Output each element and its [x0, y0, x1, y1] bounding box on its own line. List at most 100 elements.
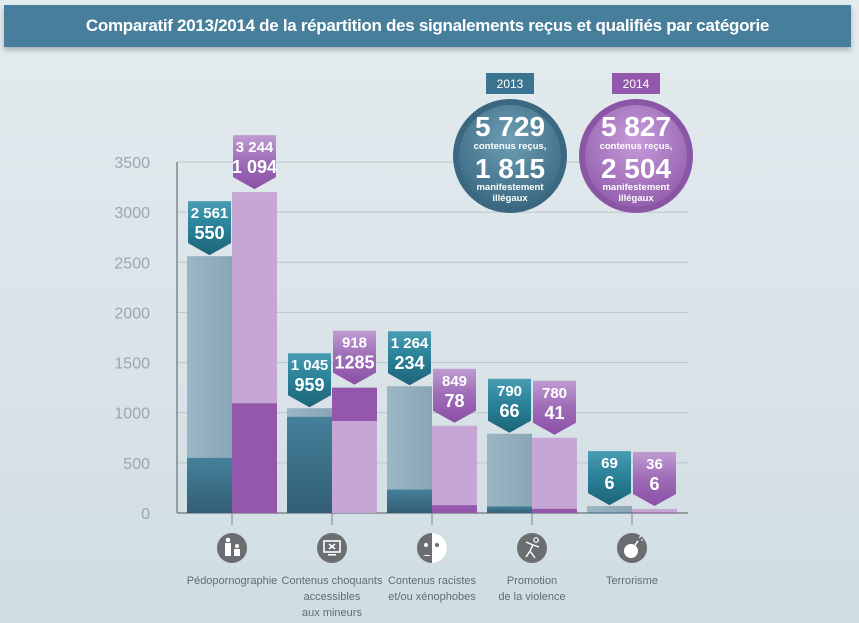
category-label: de la violence: [498, 591, 565, 603]
category-label: Contenus choquants: [282, 575, 383, 587]
mask-mouth: [423, 554, 431, 556]
legend-received-label: contenus reçus,: [474, 141, 547, 152]
badge-2014: [333, 330, 376, 385]
legend-illegal-count: 1 815: [475, 153, 545, 184]
bar-2013-received: [587, 506, 632, 513]
badge-illegal-value: 41: [544, 403, 564, 423]
y-tick-label: 2500: [114, 255, 150, 272]
bars: [187, 192, 677, 514]
badge-received-value: 780: [542, 385, 567, 402]
y-tick-label: 3000: [114, 205, 150, 222]
bar-2013-illegal: [487, 506, 532, 513]
parent-head: [225, 537, 231, 543]
legend-illegal-label: illégaux: [492, 193, 528, 204]
y-tick-label: 500: [123, 456, 150, 473]
legend-received-count: 5 827: [601, 111, 671, 142]
badge-illegal-value: 550: [194, 223, 224, 243]
badge-received-value: 790: [497, 383, 522, 400]
chart-title: Comparatif 2013/2014 de la répartition d…: [4, 5, 851, 47]
legend-circle: [585, 105, 687, 207]
bar-2013-illegal: [287, 416, 332, 513]
figure-body: [525, 541, 540, 559]
badge-2014: [433, 368, 476, 423]
x-stroke: [328, 543, 336, 550]
bar-2014-received: [432, 425, 477, 513]
bar-2014-illegal: [532, 508, 577, 513]
badge-illegal-value: 78: [444, 391, 464, 411]
badge-illegal-value: 1 094: [232, 157, 277, 177]
badge-2013: [388, 331, 431, 386]
screen-x-icon: [317, 533, 347, 563]
mask-eye: [424, 543, 428, 547]
bar-2014-illegal: [432, 505, 477, 513]
parent-child-icon: [217, 533, 247, 563]
category-label: Contenus racistes: [388, 575, 477, 587]
child-body: [234, 549, 240, 556]
bar-2014-illegal: [632, 512, 677, 513]
legend-year-label: 2013: [497, 77, 524, 91]
mask-half: [432, 533, 447, 563]
child-head: [235, 544, 239, 548]
mask-eye: [435, 543, 439, 547]
bar-2013-illegal: [587, 512, 632, 513]
badge-2013: [188, 201, 231, 256]
y-tick-label: 2000: [114, 305, 150, 322]
badge-2013: [288, 353, 331, 408]
category-labels: Pédopornographie Contenus choquants access…: [187, 513, 658, 619]
bomb-body: [624, 544, 638, 558]
figure-head: [533, 537, 539, 543]
badge-illegal-value: 6: [649, 474, 659, 494]
legend-illegal-count: 2 504: [601, 153, 671, 184]
bar-2014-received: [632, 508, 677, 513]
bar-2014-illegal: [232, 403, 277, 513]
bomb-spark: [638, 535, 642, 539]
category-label: accessibles: [304, 591, 361, 603]
badge-illegal-value: 1285: [334, 353, 374, 373]
badge-2013: [588, 451, 631, 506]
category-label: Pédopornographie: [187, 575, 278, 587]
legend-received-label: contenus reçus,: [600, 141, 673, 152]
badge-received-value: 69: [601, 455, 618, 472]
badge-received-value: 3 244: [236, 139, 274, 156]
y-tick-label: 1000: [114, 406, 150, 423]
badge-illegal-value: 6: [604, 473, 614, 493]
badge-received-value: 36: [646, 456, 663, 473]
legend-year-tag-2014: [612, 73, 660, 94]
badge-2014: [533, 380, 576, 435]
bomb-fuse: [634, 540, 639, 546]
badge-received-value: 849: [442, 373, 467, 390]
y-tick-label: 1500: [114, 356, 150, 373]
parent-body: [225, 543, 231, 556]
bar-2013-illegal: [387, 489, 432, 513]
badge-2014: [233, 135, 276, 190]
badge-received-value: 1 264: [391, 335, 429, 352]
badge-illegal-value: 959: [294, 375, 324, 395]
bar-2013-illegal: [187, 457, 232, 513]
category-label: et/ou xénophobes: [388, 591, 476, 603]
badge-received-value: 1 045: [291, 357, 329, 374]
legend-illegal-label: manifestement: [476, 182, 544, 193]
category-label: Promotion: [507, 575, 557, 587]
legend-year-tag-2013: [486, 73, 534, 94]
badge-2013: [488, 378, 531, 433]
y-tick-label: 0: [141, 506, 150, 523]
badge-illegal-value: 66: [499, 401, 519, 421]
badge-received-value: 2 561: [191, 205, 229, 222]
badge-received-value: 918: [342, 335, 367, 352]
bar-2013-received: [487, 433, 532, 513]
badge-2014: [633, 451, 676, 506]
legend-illegal-label: illégaux: [618, 193, 654, 204]
screen-stand: [328, 554, 336, 556]
legend-received-count: 5 729: [475, 111, 545, 142]
screen-frame: [323, 540, 341, 553]
category-label: aux mineurs: [302, 607, 362, 619]
category-label: Terrorisme: [606, 575, 658, 587]
bar-2014-received: [532, 437, 577, 513]
y-tick-label: 3500: [114, 155, 150, 172]
legend-circle: [459, 105, 561, 207]
legend-illegal-label: manifestement: [602, 182, 670, 193]
bar-2014-received: [332, 420, 377, 513]
